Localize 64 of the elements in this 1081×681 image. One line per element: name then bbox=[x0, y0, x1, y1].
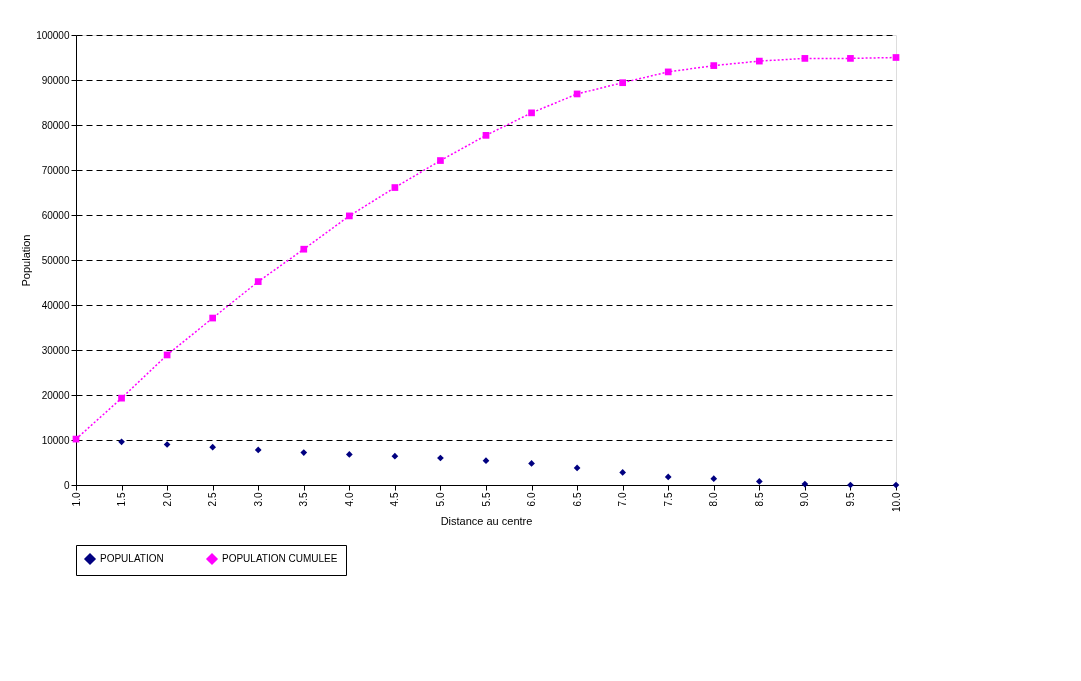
point bbox=[619, 469, 627, 476]
point bbox=[118, 438, 125, 446]
point bbox=[664, 473, 672, 481]
y-tick-label: 90000 bbox=[41, 74, 70, 86]
y-tick-label: 20000 bbox=[41, 389, 70, 401]
x-axis-title: Distance au centre bbox=[440, 514, 533, 527]
x-tick-label: 8.5 bbox=[753, 492, 765, 507]
legend-label: POPULATION CUMULEE bbox=[222, 553, 338, 564]
x-tick-label: 4.0 bbox=[343, 492, 355, 507]
y-tick-label: 60000 bbox=[41, 209, 70, 221]
point bbox=[847, 55, 854, 62]
point bbox=[801, 480, 809, 488]
point bbox=[300, 245, 308, 253]
x-tick-label: 5.0 bbox=[434, 492, 446, 507]
point bbox=[209, 314, 217, 322]
point bbox=[209, 443, 217, 451]
x-tick-label: 3.5 bbox=[298, 492, 310, 507]
y-tick-label: 50000 bbox=[41, 254, 70, 266]
x-tick-label: 6.0 bbox=[526, 492, 538, 507]
point bbox=[345, 212, 353, 220]
point bbox=[619, 79, 627, 87]
x-tick-label: 5.5 bbox=[480, 492, 492, 507]
point bbox=[801, 55, 809, 62]
x-tick-label: 4.5 bbox=[389, 492, 401, 507]
point bbox=[528, 109, 535, 117]
point bbox=[391, 452, 399, 460]
x-tick-label: 8.0 bbox=[708, 492, 720, 507]
x-tick-label: 6.5 bbox=[571, 492, 583, 507]
y-tick-label: 80000 bbox=[41, 119, 70, 131]
x-tick-label: 10.0 bbox=[890, 492, 902, 512]
x-tick-label: 2.0 bbox=[161, 492, 173, 507]
x-tick-label: 2.5 bbox=[207, 492, 219, 507]
point bbox=[254, 278, 262, 285]
point bbox=[755, 57, 763, 65]
y-tick-label: 30000 bbox=[41, 344, 70, 356]
y-tick-label: 40000 bbox=[41, 299, 70, 311]
y-tick-label: 100000 bbox=[36, 29, 70, 41]
x-tick-label: 1.5 bbox=[116, 492, 128, 507]
y-tick-label: 10000 bbox=[41, 434, 70, 446]
x-tick-label: 9.0 bbox=[799, 492, 811, 507]
y-tick-label: 70000 bbox=[41, 164, 70, 176]
point bbox=[300, 449, 308, 456]
legend-label: POPULATION bbox=[100, 553, 164, 564]
point bbox=[892, 54, 900, 61]
x-tick-label: 7.0 bbox=[617, 492, 629, 507]
point bbox=[710, 62, 718, 69]
x-tick-label: 9.5 bbox=[844, 492, 856, 507]
point bbox=[710, 475, 718, 483]
y-tick-label: 0 bbox=[63, 479, 70, 491]
point bbox=[391, 184, 399, 191]
point bbox=[573, 464, 581, 472]
point bbox=[345, 451, 353, 458]
point bbox=[528, 460, 535, 467]
y-axis-title: Population bbox=[20, 234, 33, 287]
point bbox=[254, 446, 262, 454]
point bbox=[664, 68, 672, 76]
x-tick-label: 1.0 bbox=[70, 492, 82, 507]
point bbox=[482, 132, 490, 139]
point bbox=[755, 478, 763, 485]
x-tick-label: 7.5 bbox=[662, 492, 674, 507]
point bbox=[437, 157, 444, 164]
point bbox=[118, 394, 125, 402]
point bbox=[482, 457, 490, 465]
x-tick-label: 3.0 bbox=[252, 492, 264, 507]
